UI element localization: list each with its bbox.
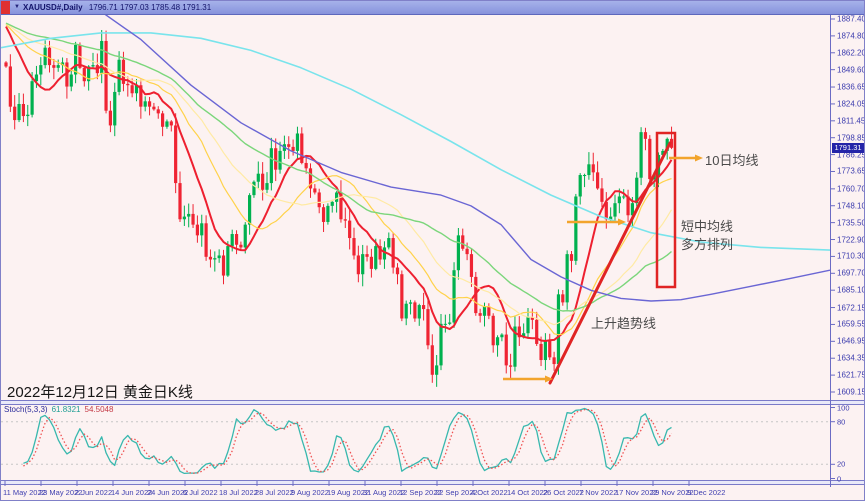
time-axis-label: 12 Sep 2022 [399, 488, 442, 497]
price-axis-label: 1836.65 [837, 82, 865, 92]
time-axis-label: 7 Nov 2022 [579, 488, 618, 497]
stoch-name: Stoch(5,3,3) [4, 405, 48, 414]
stoch-axis-label: 80 [837, 417, 846, 427]
current-price-tag: 1791.31 [832, 143, 864, 153]
price-axis-label: 1672.15 [837, 303, 865, 313]
stoch-k-value: 61.8321 [51, 405, 81, 414]
price-axis-label: 1874.80 [837, 31, 865, 41]
orange-arrow-drawing[interactable] [669, 154, 703, 162]
stoch-d-line [23, 408, 673, 474]
price-axis-label: 1811.45 [837, 116, 865, 126]
price-axis-label: 1760.70 [837, 184, 865, 194]
time-axis-label: 9 Aug 2022 [291, 488, 329, 497]
price-axis-label: 1685.10 [837, 285, 865, 295]
price-axis-label: 1735.50 [837, 218, 865, 228]
price-axis-label: 1722.90 [837, 235, 865, 245]
time-axis-label: 23 May 2022 [39, 488, 83, 497]
price-axis-label: 1862.20 [837, 48, 865, 58]
price-axis-label: 1609.15 [837, 387, 865, 397]
stoch-timeaxis-separator [1, 480, 864, 485]
stoch-axis-label: 20 [837, 459, 846, 469]
price-axis-label: 1634.35 [837, 353, 865, 363]
time-axis-label: 2 Jun 2022 [75, 488, 113, 497]
price-axis-label: 1773.65 [837, 166, 865, 176]
long-ma-cyan [1, 32, 830, 251]
time-axis-label: 6 Jul 2022 [183, 488, 218, 497]
highlight-rectangle-drawing[interactable] [655, 131, 677, 289]
stoch-axis-label: 0 [837, 474, 842, 483]
time-axis-label: 9 Dec 2022 [687, 488, 726, 497]
long-ma-violet [104, 15, 830, 302]
price-axis-label: 1824.05 [837, 99, 865, 109]
annotation-trendline-label[interactable]: 上升趋势线 [591, 316, 657, 331]
window-red-marker [1, 1, 10, 14]
price-axis-label: 1786.25 [837, 150, 865, 160]
rising-trendline-drawing[interactable] [548, 141, 672, 385]
time-axis-label: 22 Sep 2022 [435, 488, 478, 497]
time-axis-label: 26 Oct 2022 [543, 488, 584, 497]
annotation-ma-stack-line1[interactable]: 短中均线 [681, 219, 734, 234]
ma-line-MA20 [5, 23, 672, 336]
annotation-ma-stack-line2[interactable]: 多方排列 [681, 237, 734, 252]
orange-arrow-drawing[interactable] [503, 375, 553, 383]
price-axis-label: 1849.60 [837, 65, 865, 75]
time-axis-label: 19 Aug 2022 [327, 488, 370, 497]
time-axis-label: 18 Jul 2022 [219, 488, 258, 497]
stoch-k-line [23, 407, 672, 475]
symbol-timeframe-label: XAUUSD#,Daily [23, 3, 83, 12]
price-axis-label: 1887.40 [837, 14, 865, 24]
stoch-indicator-label: Stoch(5,3,3) 61.8321 54.5048 [4, 405, 113, 414]
price-axis-label: 1697.70 [837, 268, 865, 278]
price-axis-label: 1710.30 [837, 251, 865, 261]
stoch-axis-label: 100 [837, 403, 850, 412]
ma-line-MA30 [5, 23, 673, 326]
time-axis-label: 11 May 2022 [3, 488, 46, 497]
time-axis-label: 28 Jul 2022 [255, 488, 294, 497]
symbol-dropdown-triangle-icon[interactable]: ▼ [14, 4, 20, 10]
price-axis-label: 1748.10 [837, 201, 865, 211]
ma-line-MA45 [5, 22, 672, 312]
ohlc-values-label: 1796.71 1797.03 1785.48 1791.31 [88, 3, 212, 12]
price-axis-label: 1621.75 [837, 370, 865, 380]
time-axis-label: 17 Nov 2022 [615, 488, 658, 497]
orange-arrow-drawing[interactable] [567, 218, 626, 226]
main-stoch-panel-separator[interactable] [1, 400, 864, 405]
stoch-d-value: 54.5048 [84, 405, 114, 414]
time-axis-label: 14 Oct 2022 [507, 488, 548, 497]
price-axis-label: 1659.55 [837, 319, 865, 329]
time-axis-label: 29 Nov 2022 [651, 488, 694, 497]
time-axis-label: 14 Jun 2022 [111, 488, 153, 497]
price-axis-label: 1798.85 [837, 133, 865, 143]
chart-date-caption: 2022年12月12日 黄金日K线 [7, 384, 193, 401]
time-axis-label: 4 Oct 2022 [471, 488, 508, 497]
chart-title-bar: ▼ XAUUSD#,Daily 1796.71 1797.03 1785.48 … [1, 1, 864, 15]
time-axis-label: 24 Jun 2022 [147, 488, 189, 497]
title-text: XAUUSD#,Daily 1796.71 1797.03 1785.48 17… [23, 1, 211, 14]
annotation-ma10-label[interactable]: 10日均线 [705, 153, 759, 168]
price-axis-label: 1646.95 [837, 336, 865, 346]
time-axis-label: 31 Aug 2022 [363, 488, 406, 497]
